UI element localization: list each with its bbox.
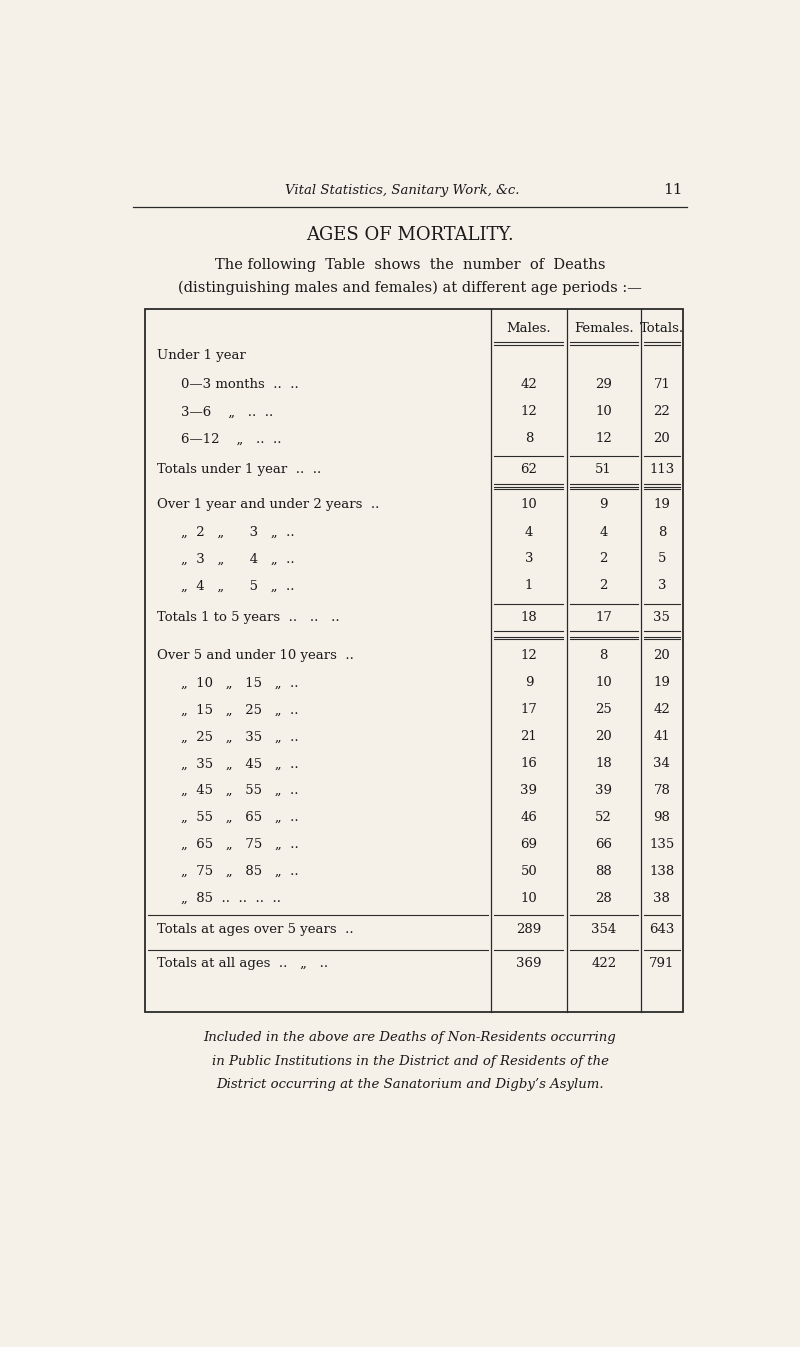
Text: 422: 422 <box>591 958 616 970</box>
Text: 62: 62 <box>521 463 538 475</box>
Text: 12: 12 <box>521 405 538 419</box>
Text: 38: 38 <box>654 892 670 905</box>
Text: 50: 50 <box>521 865 538 878</box>
Text: 35: 35 <box>654 612 670 624</box>
Text: 3: 3 <box>658 579 666 593</box>
Text: 8: 8 <box>525 432 533 446</box>
Text: 11: 11 <box>663 183 682 197</box>
Text: 6—12    „   ..  ..: 6—12 „ .. .. <box>182 432 282 446</box>
Text: in Public Institutions in the District and of Residents of the: in Public Institutions in the District a… <box>211 1055 609 1068</box>
Text: 4: 4 <box>525 525 533 539</box>
Text: 2: 2 <box>599 579 608 593</box>
Text: 138: 138 <box>650 865 674 878</box>
Text: 8: 8 <box>658 525 666 539</box>
Text: 20: 20 <box>595 730 612 744</box>
Text: (distinguishing males and females) at different age periods :—: (distinguishing males and females) at di… <box>178 280 642 295</box>
Text: „  55   „   65   „  ..: „ 55 „ 65 „ .. <box>182 811 299 824</box>
Text: Totals under 1 year  ..  ..: Totals under 1 year .. .. <box>157 463 321 475</box>
Text: 8: 8 <box>599 649 608 663</box>
Text: 5: 5 <box>658 552 666 566</box>
Text: 20: 20 <box>654 432 670 446</box>
Text: 39: 39 <box>595 784 612 797</box>
Text: 3—6    „   ..  ..: 3—6 „ .. .. <box>182 405 274 419</box>
Text: 9: 9 <box>525 676 534 690</box>
Text: 41: 41 <box>654 730 670 744</box>
Text: 46: 46 <box>521 811 538 824</box>
Text: 17: 17 <box>521 703 538 717</box>
Text: „  3   „      4   „  ..: „ 3 „ 4 „ .. <box>182 552 295 566</box>
Text: Totals.: Totals. <box>640 322 684 335</box>
Text: 9: 9 <box>599 498 608 511</box>
Text: 28: 28 <box>595 892 612 905</box>
Text: 0—3 months  ..  ..: 0—3 months .. .. <box>182 377 299 391</box>
Text: 791: 791 <box>649 958 674 970</box>
Text: „  10   „   15   „  ..: „ 10 „ 15 „ .. <box>182 676 299 690</box>
Text: 20: 20 <box>654 649 670 663</box>
Text: 289: 289 <box>516 923 542 936</box>
Text: 22: 22 <box>654 405 670 419</box>
Text: 2: 2 <box>599 552 608 566</box>
Text: „  15   „   25   „  ..: „ 15 „ 25 „ .. <box>182 703 299 717</box>
Text: 19: 19 <box>654 676 670 690</box>
Text: 69: 69 <box>521 838 538 851</box>
Text: Over 1 year and under 2 years  ..: Over 1 year and under 2 years .. <box>157 498 379 511</box>
Text: 12: 12 <box>521 649 538 663</box>
Text: „  25   „   35   „  ..: „ 25 „ 35 „ .. <box>182 730 299 744</box>
Text: 21: 21 <box>521 730 538 744</box>
Text: „  75   „   85   „  ..: „ 75 „ 85 „ .. <box>182 865 299 878</box>
Text: 39: 39 <box>521 784 538 797</box>
Text: „  2   „      3   „  ..: „ 2 „ 3 „ .. <box>182 525 295 539</box>
Text: „  85  ..  ..  ..  ..: „ 85 .. .. .. .. <box>182 892 282 905</box>
Text: 354: 354 <box>591 923 616 936</box>
Text: 12: 12 <box>595 432 612 446</box>
Text: 98: 98 <box>654 811 670 824</box>
Text: 25: 25 <box>595 703 612 717</box>
Text: 369: 369 <box>516 958 542 970</box>
Text: 10: 10 <box>595 676 612 690</box>
Text: 88: 88 <box>595 865 612 878</box>
Text: 4: 4 <box>599 525 608 539</box>
Text: „  4   „      5   „  ..: „ 4 „ 5 „ .. <box>182 579 295 593</box>
Text: 42: 42 <box>521 377 538 391</box>
Text: Totals at all ages  ..   „   ..: Totals at all ages .. „ .. <box>157 958 328 970</box>
Text: The following  Table  shows  the  number  of  Deaths: The following Table shows the number of … <box>214 257 606 272</box>
Text: Under 1 year: Under 1 year <box>157 349 246 362</box>
Text: 71: 71 <box>654 377 670 391</box>
Text: 29: 29 <box>595 377 612 391</box>
Text: 52: 52 <box>595 811 612 824</box>
Text: District occurring at the Sanatorium and Digby’s Asylum.: District occurring at the Sanatorium and… <box>216 1079 604 1091</box>
Text: 18: 18 <box>521 612 538 624</box>
Text: 66: 66 <box>595 838 612 851</box>
Text: Totals at ages over 5 years  ..: Totals at ages over 5 years .. <box>157 923 354 936</box>
Text: 42: 42 <box>654 703 670 717</box>
Text: Males.: Males. <box>506 322 551 335</box>
Text: 10: 10 <box>521 892 538 905</box>
Text: 113: 113 <box>650 463 674 475</box>
Text: 16: 16 <box>521 757 538 770</box>
Text: 34: 34 <box>654 757 670 770</box>
Text: 17: 17 <box>595 612 612 624</box>
Text: 1: 1 <box>525 579 533 593</box>
Text: „  35   „   45   „  ..: „ 35 „ 45 „ .. <box>182 757 299 770</box>
Text: Over 5 and under 10 years  ..: Over 5 and under 10 years .. <box>157 649 354 663</box>
Text: 18: 18 <box>595 757 612 770</box>
Text: Females.: Females. <box>574 322 634 335</box>
Text: Totals 1 to 5 years  ..   ..   ..: Totals 1 to 5 years .. .. .. <box>157 612 339 624</box>
Text: 135: 135 <box>650 838 674 851</box>
Text: 643: 643 <box>649 923 674 936</box>
Text: „  45   „   55   „  ..: „ 45 „ 55 „ .. <box>182 784 299 797</box>
Text: Vital Statistics, Sanitary Work, &c.: Vital Statistics, Sanitary Work, &c. <box>285 183 519 197</box>
Text: 10: 10 <box>521 498 538 511</box>
Text: Included in the above are Deaths of Non-Residents occurring: Included in the above are Deaths of Non-… <box>204 1030 616 1044</box>
Text: „  65   „   75   „  ..: „ 65 „ 75 „ .. <box>182 838 299 851</box>
Text: AGES OF MORTALITY.: AGES OF MORTALITY. <box>306 226 514 244</box>
Text: 3: 3 <box>525 552 534 566</box>
Text: 10: 10 <box>595 405 612 419</box>
Text: 19: 19 <box>654 498 670 511</box>
Text: 51: 51 <box>595 463 612 475</box>
Text: 78: 78 <box>654 784 670 797</box>
Bar <box>145 310 682 1013</box>
